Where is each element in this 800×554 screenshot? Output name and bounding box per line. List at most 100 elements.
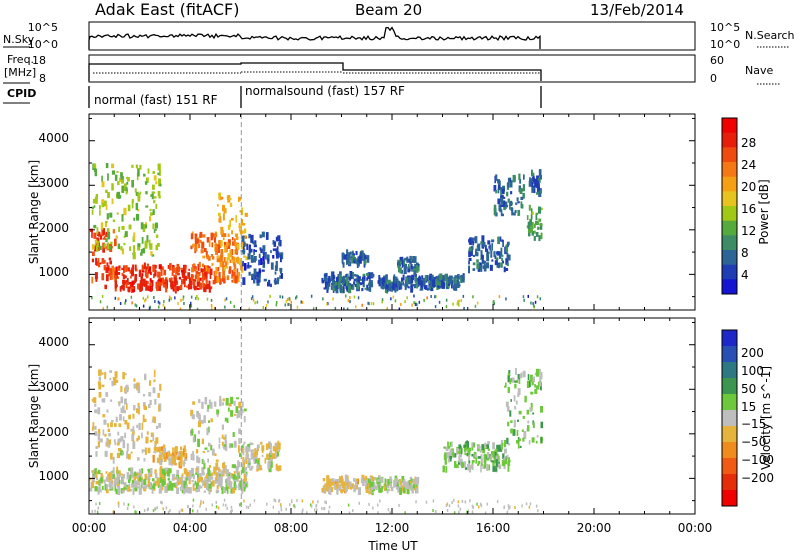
power-cell	[209, 273, 212, 279]
velocity-cell	[238, 445, 240, 453]
power-cell	[137, 283, 140, 290]
power-ground-cell	[284, 303, 286, 307]
power-cell	[207, 267, 210, 273]
velocity-cell	[208, 487, 211, 495]
velocity-cell	[111, 380, 114, 387]
velocity-cell	[497, 453, 499, 462]
power-cell	[416, 266, 420, 272]
power-ground-cell	[404, 300, 406, 304]
velocity-cell	[218, 443, 221, 449]
power-cell	[385, 274, 388, 282]
velocity-cell	[159, 475, 162, 483]
velocity-cell	[528, 440, 531, 445]
velocity-cell	[225, 469, 229, 477]
time-tick-label: 20:00	[577, 521, 612, 535]
velocity-cell	[147, 469, 151, 473]
velocity-cell	[216, 485, 219, 489]
power-cell	[231, 255, 234, 260]
velocity-cell	[235, 476, 238, 480]
power-cell	[537, 177, 541, 183]
power-cell	[410, 277, 414, 284]
velocity-cell	[216, 409, 220, 415]
velocity-ground-cell	[464, 500, 467, 504]
velocity-cell	[532, 422, 535, 429]
velocity-ground-cell	[94, 509, 96, 513]
velocity-cell	[507, 443, 511, 446]
power-cell	[529, 219, 532, 226]
velocity-cell	[480, 458, 483, 466]
power-cell	[528, 227, 531, 233]
power-cell	[218, 245, 220, 253]
power-cell	[489, 244, 492, 251]
velocity-cell	[114, 442, 117, 446]
velocity-cell	[133, 473, 136, 481]
power-cell	[223, 267, 226, 271]
power-cell	[445, 279, 448, 287]
power-ground-cell	[295, 295, 298, 299]
power-cell	[229, 259, 232, 264]
velocity-cell	[491, 451, 495, 458]
power-cell	[109, 212, 113, 218]
power-cell	[190, 245, 193, 250]
power-cell	[181, 279, 184, 285]
power-ground-cell	[267, 300, 269, 304]
power-cell	[220, 196, 224, 200]
velocity-ground-cell	[368, 502, 370, 506]
velocity-cell	[210, 476, 214, 480]
power-cell	[332, 271, 335, 280]
velocity-cell	[94, 403, 97, 407]
velocity-ground-cell	[239, 503, 241, 507]
power-cell	[205, 251, 208, 258]
velocity-cell	[97, 433, 101, 441]
velocity-cell	[185, 485, 188, 493]
velocity-cell	[504, 459, 507, 465]
power-cell	[256, 281, 260, 286]
velocity-cell	[101, 384, 105, 388]
velocity-ground-cell	[192, 498, 195, 502]
power-cell	[279, 240, 282, 247]
velocity-cell	[482, 464, 485, 469]
velocity-cell	[362, 483, 365, 486]
power-cell	[236, 268, 239, 273]
velocity-ground-cell	[377, 511, 379, 514]
velocity-cell	[259, 465, 262, 471]
velocity-cell	[180, 446, 183, 451]
power-cell	[324, 281, 329, 285]
power-cell	[135, 268, 138, 272]
velocity-cell	[102, 414, 106, 418]
power-cell	[103, 264, 106, 271]
velocity-cell	[159, 472, 163, 478]
power-cell	[264, 251, 267, 260]
power-cell	[233, 264, 237, 270]
power-cell	[535, 212, 539, 216]
velocity-cell	[131, 433, 135, 442]
velocity-cell	[371, 476, 375, 485]
power-cell	[511, 207, 514, 216]
power-cell	[452, 284, 455, 291]
velocity-cell	[256, 464, 260, 469]
power-cell	[126, 278, 129, 283]
velocity-colorbar	[722, 330, 737, 507]
velocity-cell	[152, 416, 155, 420]
power-ytick-2000: 2000	[38, 221, 69, 235]
velocity-cell	[270, 461, 273, 468]
power-cell	[206, 237, 210, 243]
power-cell	[475, 250, 477, 256]
power-cell	[126, 282, 129, 286]
power-cell	[107, 192, 110, 199]
velocity-ground-cell	[348, 511, 351, 514]
power-cell	[403, 266, 407, 274]
power-cell	[517, 209, 521, 216]
power-cell	[505, 268, 509, 271]
power-cell	[220, 240, 223, 247]
velocity-cell	[144, 485, 147, 489]
velocity-cell	[493, 455, 497, 464]
velocity-cell	[168, 480, 172, 488]
power-cell	[208, 280, 211, 288]
velocity-cell	[223, 447, 226, 450]
velocity-cell	[115, 479, 119, 482]
power-cell	[239, 259, 242, 266]
power-cell	[235, 248, 239, 254]
power-cell	[520, 201, 523, 209]
power-cell	[216, 276, 220, 283]
